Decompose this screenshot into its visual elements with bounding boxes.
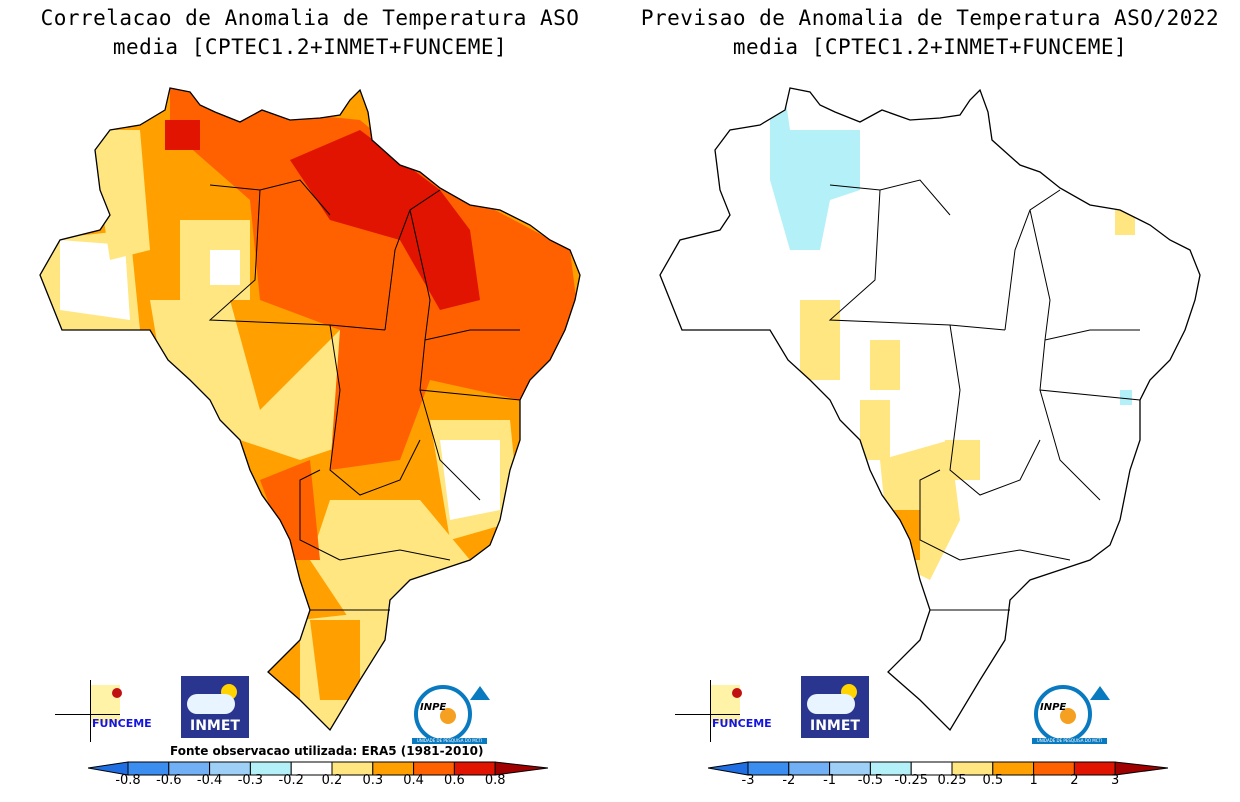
colorbar-tick-label: -0.2: [278, 773, 304, 788]
colorbar-tick-label: -0.8: [115, 773, 141, 788]
anomaly-region: [1120, 390, 1132, 405]
colorbar-tick-label: -1: [823, 773, 837, 788]
anomaly-region: [1115, 210, 1135, 235]
colorbar: [708, 761, 1168, 776]
colorbar-tick-label: -0.5: [857, 773, 884, 788]
colorbar-tick-label: 0.6: [444, 773, 465, 788]
colorbar-tick-label: 0.8: [484, 773, 506, 788]
anomaly-region: [90, 130, 150, 260]
inpe-logo: INPE UNIDADE DE PESQUISA DO MCTI: [412, 680, 492, 745]
funceme-logo: FUNCEME: [675, 680, 772, 742]
anomaly-region: [800, 300, 840, 380]
anomaly-region: [290, 130, 480, 310]
colorbar-tick-label: 0.4: [403, 773, 424, 788]
inmet-logo: INMET: [181, 676, 249, 738]
anomaly-region: [870, 340, 900, 390]
anomaly-region: [260, 460, 320, 560]
anomaly-region: [170, 88, 580, 470]
state-border: [329, 324, 421, 496]
state-border: [419, 389, 481, 501]
funceme-logo: FUNCEME: [55, 680, 152, 742]
correlation-title: Correlacao de Anomalia de Temperatura AS…: [40, 6, 580, 59]
anomaly-region: [310, 620, 360, 700]
colorbar-tick-label: -0.25: [894, 773, 929, 788]
forecast-panel: Previsao de Anomalia de Temperatura ASO/…: [620, 0, 1240, 802]
state-border: [949, 324, 1041, 496]
inpe-logo-text: INPE: [420, 702, 447, 713]
state-border: [1004, 189, 1061, 331]
inpe-logo-subtitle: UNIDADE DE PESQUISA DO MCTI: [1032, 738, 1107, 744]
colorbar-tick-label: -0.3: [237, 773, 264, 788]
anomaly-region: [885, 510, 920, 560]
funceme-logo-text: FUNCEME: [712, 717, 772, 730]
source-note: Fonte observacao utilizada: ERA5 (1981-2…: [170, 744, 484, 758]
colorbar-high-arrow: [494, 761, 548, 776]
state-border: [209, 179, 331, 216]
colorbar-tick-label: -2: [782, 773, 796, 788]
anomaly-region: [165, 120, 200, 150]
brazil-map: [39, 87, 581, 732]
colorbar-ticks: -3 -2 -1 -0.5 -0.25 0.25 0.5 1 2 3: [708, 773, 1168, 793]
colorbar: [88, 761, 548, 776]
anomaly-region: [945, 440, 980, 480]
state-border: [919, 469, 961, 561]
brazil-map: [659, 87, 1201, 732]
state-border: [828, 189, 1006, 331]
state-border: [339, 549, 451, 561]
colorbar-ticks: -0.8 -0.6 -0.4 -0.3 -0.2 0.2 0.3 0.4 0.6 0.8: [88, 773, 548, 793]
state-border: [1039, 389, 1101, 501]
forecast-title: Previsao de Anomalia de Temperatura ASO/…: [640, 6, 1220, 59]
inmet-logo-text: INMET: [810, 718, 860, 734]
colorbar-tick-label: -3: [741, 773, 755, 788]
colorbar-tick-label: 0.5: [982, 773, 1004, 788]
state-border: [384, 189, 441, 331]
colorbar-tick-label: 0.2: [321, 773, 343, 788]
colorbar-tick-label: 1: [1029, 773, 1038, 788]
inpe-logo-subtitle: UNIDADE DE PESQUISA DO MCTI: [412, 738, 487, 744]
colorbar-tick-label: 2: [1070, 773, 1079, 788]
colorbar-high-arrow: [1114, 761, 1168, 776]
anomaly-region: [210, 250, 240, 285]
colorbar-tick-label: 0.3: [362, 773, 384, 788]
colorbar-tick-label: -0.4: [196, 773, 223, 788]
state-border: [829, 179, 951, 216]
country-border: [659, 87, 1201, 732]
inpe-logo: INPE UNIDADE DE PESQUISA DO MCTI: [1032, 680, 1112, 745]
inmet-logo: INMET: [801, 676, 869, 738]
anomaly-region: [770, 88, 860, 250]
anomaly-region: [150, 300, 360, 460]
anomaly-region: [860, 400, 890, 460]
state-border: [208, 189, 386, 331]
anomaly-region: [440, 440, 500, 520]
colorbar-tick-label: 3: [1111, 773, 1120, 788]
state-border: [959, 549, 1071, 561]
correlation-panel: Correlacao de Anomalia de Temperatura AS…: [39, 6, 581, 793]
country-border: [39, 87, 581, 732]
inpe-logo-text: INPE: [1040, 702, 1067, 713]
colorbar-tick-label: 0.25: [937, 773, 967, 788]
inmet-logo-text: INMET: [190, 718, 240, 734]
anomaly-region: [60, 240, 130, 320]
colorbar-tick-label: -0.6: [156, 773, 182, 788]
funceme-logo-text: FUNCEME: [92, 717, 152, 730]
state-border: [299, 469, 341, 561]
